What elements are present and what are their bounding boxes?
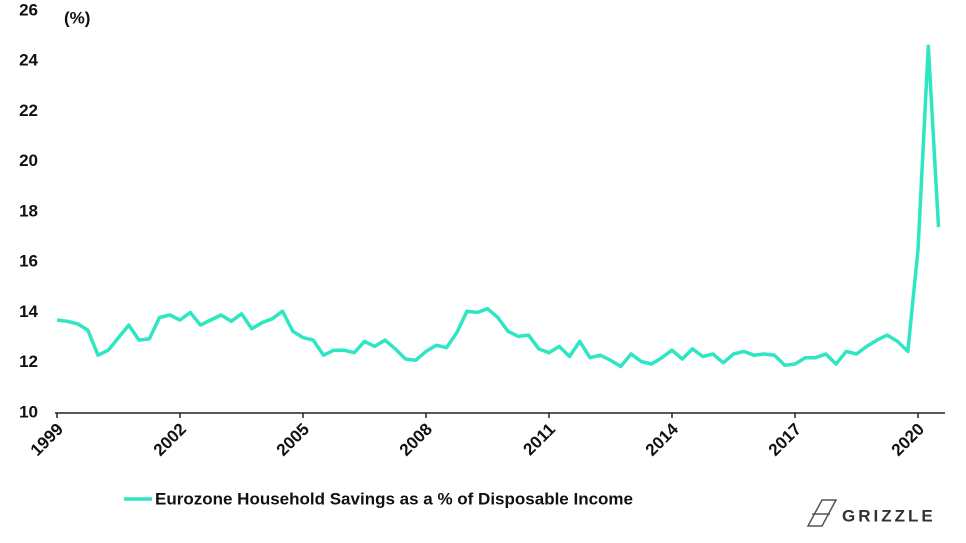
series-line — [56, 44, 941, 369]
x-tick-label: 2020 — [888, 420, 928, 460]
logo: GRIZZLE — [806, 499, 936, 527]
legend-label: Eurozone Household Savings as a % of Dis… — [155, 489, 633, 508]
y-tick-label: 24 — [19, 51, 38, 70]
x-tick-label: 2005 — [273, 420, 313, 460]
x-tick-label: 1999 — [27, 420, 67, 460]
x-tick-label: 2014 — [642, 419, 683, 460]
y-tick-label: 18 — [19, 201, 38, 220]
y-tick-label: 12 — [19, 352, 38, 371]
x-tick-label: 2002 — [150, 420, 190, 460]
x-tick-label: 2008 — [396, 420, 436, 460]
y-tick-label: 20 — [19, 151, 38, 170]
y-tick-label: 10 — [19, 402, 38, 421]
y-tick-label: 26 — [19, 0, 38, 19]
logo-text: GRIZZLE — [842, 506, 936, 525]
y-tick-label: 14 — [19, 302, 38, 321]
x-tick-label: 2017 — [765, 420, 805, 460]
logo-icon — [806, 499, 838, 527]
y-tick-label: 16 — [19, 252, 38, 271]
x-tick-label: 2011 — [519, 420, 559, 460]
y-tick-label: 22 — [19, 101, 38, 120]
y-axis-label: (%) — [64, 8, 90, 27]
